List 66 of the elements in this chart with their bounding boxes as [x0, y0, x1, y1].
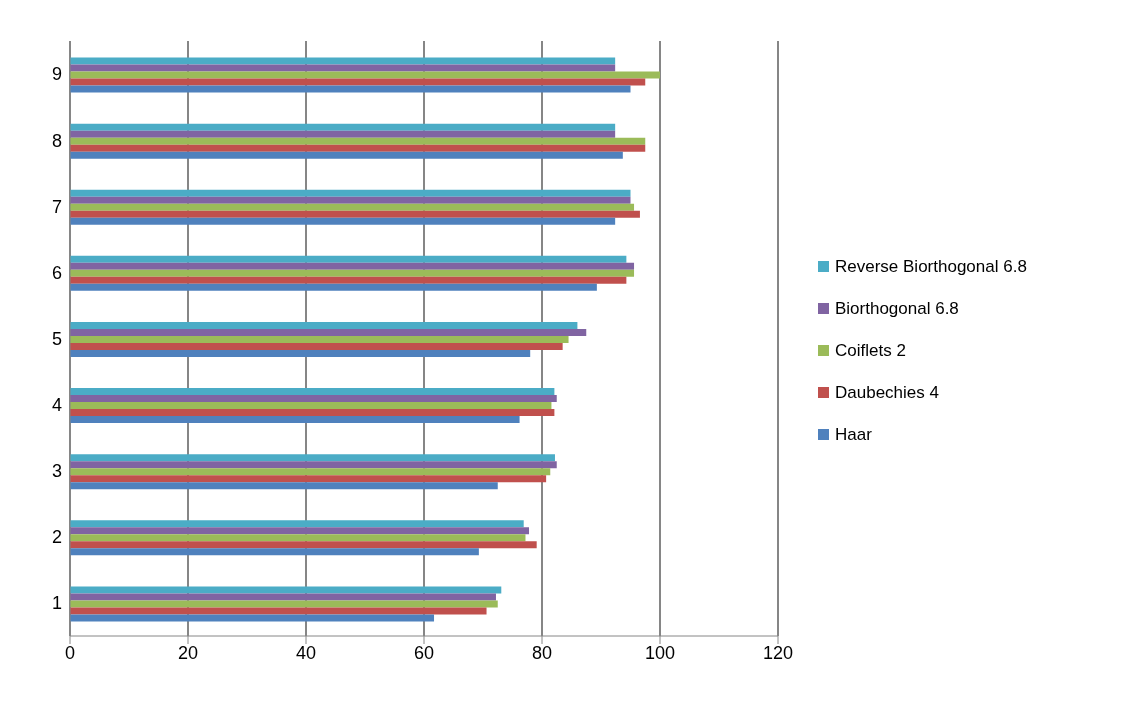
legend-label: Biorthogonal 6.8 — [835, 298, 959, 319]
bar — [70, 85, 631, 93]
bar — [70, 613, 435, 621]
x-tick-label: 80 — [531, 642, 553, 663]
bar — [70, 283, 597, 291]
x-tick-label: 60 — [413, 642, 435, 663]
bar — [70, 585, 502, 593]
x-tick-label: 100 — [644, 642, 676, 663]
bar — [70, 130, 616, 138]
bar — [70, 269, 635, 277]
legend-label: Daubechies 4 — [835, 382, 939, 403]
bar — [70, 71, 660, 79]
bar — [70, 196, 631, 204]
legend-label: Reverse Biorthogonal 6.8 — [835, 256, 1027, 277]
bar — [70, 401, 552, 409]
bar — [70, 255, 627, 263]
legend-label: Coiflets 2 — [835, 340, 906, 361]
bar — [70, 328, 587, 336]
y-tick-label: 7 — [51, 196, 62, 217]
bar — [70, 533, 526, 541]
bar — [70, 342, 563, 350]
bar — [70, 335, 569, 343]
x-tick-label: 40 — [295, 642, 317, 663]
bar — [70, 606, 487, 614]
bar — [70, 540, 537, 548]
bar — [70, 599, 498, 607]
bar — [70, 408, 555, 416]
bar — [70, 144, 646, 152]
y-tick-label: 8 — [51, 130, 62, 151]
x-tick-label: 0 — [64, 642, 76, 663]
bar — [70, 217, 616, 225]
bar — [70, 203, 635, 211]
bar — [70, 64, 616, 72]
y-tick-label: 6 — [51, 262, 62, 283]
bar — [70, 321, 578, 329]
bar — [70, 262, 635, 270]
bar — [70, 481, 498, 489]
legend-label: Haar — [835, 424, 872, 445]
bar — [70, 474, 547, 482]
bar — [70, 394, 557, 402]
bar — [70, 460, 557, 468]
bar — [70, 78, 646, 86]
bar — [70, 349, 531, 357]
bar — [70, 276, 627, 284]
bar — [70, 123, 616, 131]
y-tick-label: 2 — [51, 526, 62, 547]
bar — [70, 151, 623, 159]
bar — [70, 592, 496, 600]
y-tick-label: 4 — [51, 394, 62, 415]
y-tick-label: 3 — [51, 460, 62, 481]
bar — [70, 519, 524, 527]
x-tick-label: 120 — [762, 642, 794, 663]
bar — [70, 526, 530, 534]
y-tick-label: 1 — [51, 592, 62, 613]
bar — [70, 57, 616, 65]
bar — [70, 547, 479, 555]
bar — [70, 467, 551, 475]
bar — [70, 415, 520, 423]
bar — [70, 387, 555, 395]
bar — [70, 137, 646, 145]
bar — [70, 210, 640, 218]
y-tick-label: 9 — [51, 63, 62, 84]
y-tick-label: 5 — [51, 328, 62, 349]
bar — [70, 453, 555, 461]
bar — [70, 189, 631, 197]
x-tick-label: 20 — [177, 642, 199, 663]
